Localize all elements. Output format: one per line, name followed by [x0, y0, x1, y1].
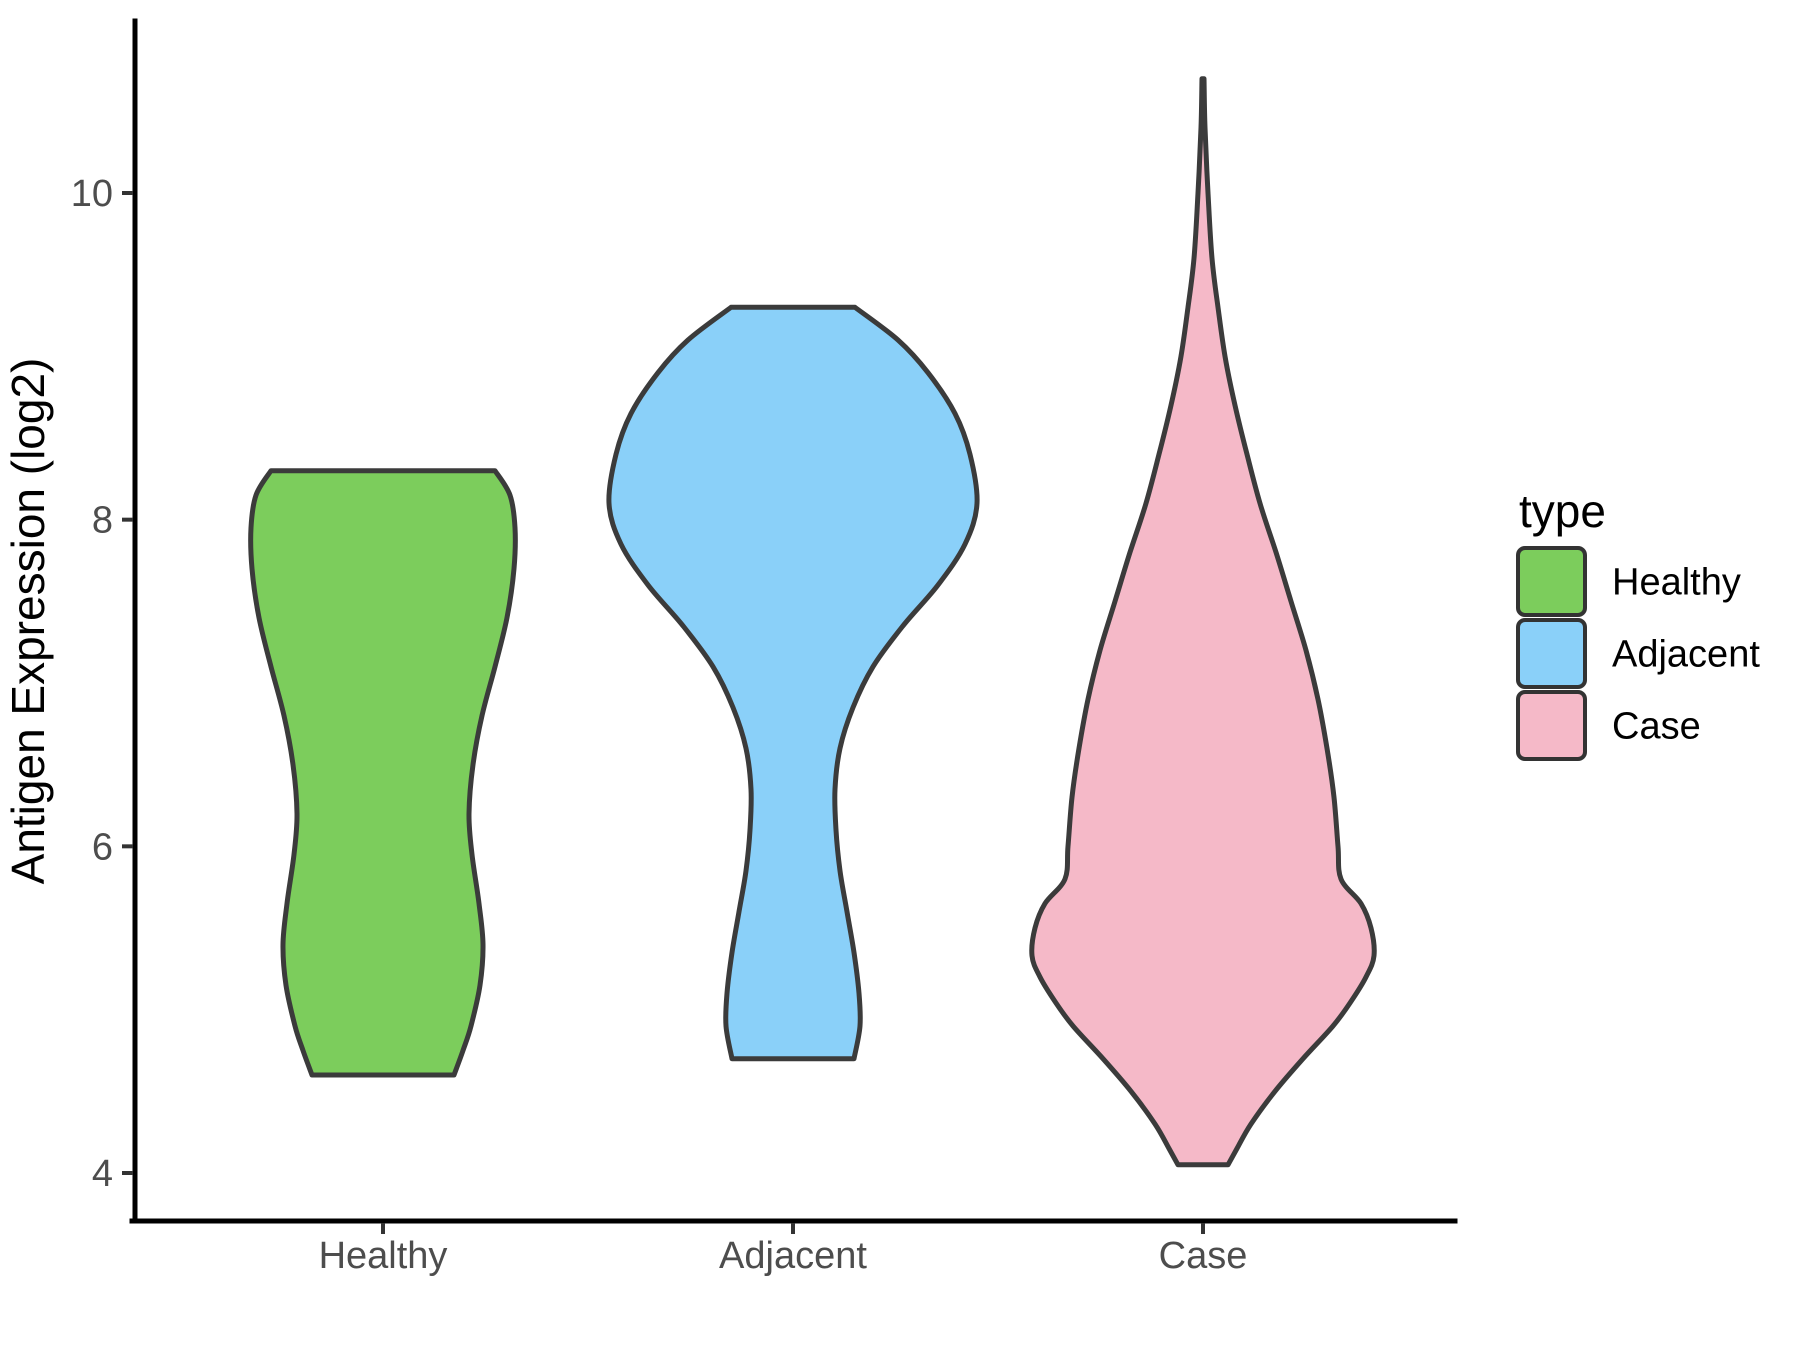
x-tick-label-case: Case — [1159, 1235, 1248, 1277]
y-tick-label-8: 8 — [92, 500, 113, 542]
y-tick-label-6: 6 — [92, 826, 113, 868]
x-tick-label-healthy: Healthy — [319, 1235, 448, 1277]
violin-healthy — [248, 468, 518, 1078]
legend-key-healthy — [1516, 546, 1587, 617]
legend-label-healthy: Healthy — [1612, 562, 1741, 604]
y-tick-label-4: 4 — [92, 1153, 113, 1195]
legend-key-case — [1516, 690, 1587, 761]
legend-label-case: Case — [1612, 706, 1701, 748]
legend-label-adjacent: Adjacent — [1612, 634, 1760, 676]
violin-case — [1029, 76, 1377, 1168]
legend-title: type — [1519, 485, 1606, 537]
legend-key-adjacent — [1516, 618, 1587, 689]
y-tick-label-10: 10 — [71, 173, 113, 215]
y-axis-title: Antigen Expression (log2) — [2, 358, 54, 885]
violin-adjacent — [606, 304, 980, 1062]
x-tick-label-adjacent: Adjacent — [719, 1235, 867, 1277]
